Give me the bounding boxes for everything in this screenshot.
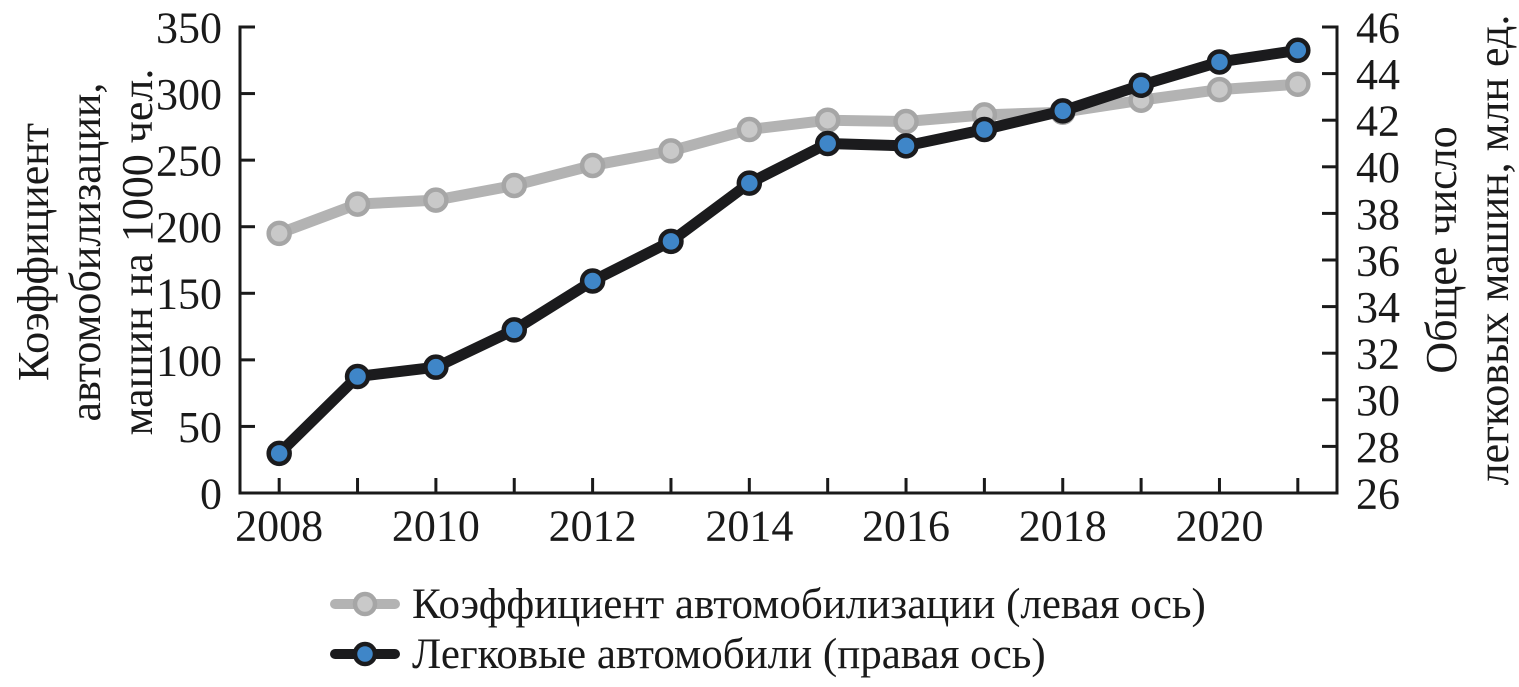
right-axis-tick-label: 38 [1356, 190, 1400, 239]
left-axis-title-line-1: Коэффициент [9, 122, 58, 382]
left-axis-tick-label: 100 [156, 336, 222, 385]
data-point-marker [971, 116, 998, 143]
data-point-marker [736, 170, 763, 196]
right-axis-tick-label: 30 [1356, 376, 1400, 425]
left-axis-tick-label: 150 [156, 270, 222, 319]
left-axis-tick-label: 50 [178, 403, 222, 452]
data-point-marker [423, 354, 449, 380]
right-axis-tick-label: 28 [1356, 423, 1400, 472]
data-point-marker [344, 363, 371, 390]
legend-line-marker-icon [330, 591, 400, 617]
data-point-marker [1050, 98, 1076, 124]
right-axis-title-line-2: легковых машин, млн ед. [1469, 14, 1518, 486]
data-point-marker [1285, 71, 1311, 98]
data-point-marker [814, 107, 841, 133]
right-axis-tick-label: 26 [1356, 469, 1400, 518]
right-axis-title-line-1: Общее число [1417, 126, 1466, 374]
right-axis-tick-label: 44 [1356, 50, 1400, 99]
x-axis-tick-label: 2012 [549, 501, 637, 550]
data-point-marker [501, 317, 527, 343]
data-point-marker [736, 116, 763, 143]
right-axis-tick-label: 46 [1356, 3, 1400, 52]
right-axis-tick-label: 32 [1356, 330, 1400, 379]
data-point-marker [814, 130, 841, 157]
data-point-marker [344, 191, 371, 217]
legend-line-marker-icon [330, 641, 400, 667]
data-point-marker [658, 138, 684, 164]
legend-label: Коэффициент автомобилизации (левая ось) [412, 580, 1206, 628]
right-axis-tick-label: 36 [1356, 236, 1400, 285]
data-point-marker [266, 220, 292, 247]
series-line-0 [273, 78, 1304, 239]
legend-item-motorization-rate: Коэффициент автомобилизации (левая ось) [330, 579, 1206, 629]
right-axis-tick-label: 40 [1356, 143, 1400, 192]
x-axis-tick-label: 2014 [705, 501, 793, 550]
data-point-marker [579, 268, 606, 294]
left-axis-tick-label: 300 [156, 70, 222, 119]
left-axis-tick-label: 0 [200, 469, 222, 518]
data-point-marker [893, 133, 919, 159]
right-axis-tick-label: 34 [1356, 283, 1400, 332]
left-axis-tick-label: 350 [156, 3, 222, 52]
x-axis-tick-label: 2018 [1019, 501, 1107, 550]
data-point-marker [501, 172, 527, 199]
data-point-marker [658, 228, 684, 255]
left-axis-title-line-2: автомобилизации, [61, 82, 110, 422]
left-axis-tick-label: 200 [156, 203, 222, 252]
data-point-marker [1206, 76, 1233, 103]
left-axis-title: Коэффициент автомобилизации, машин на 10… [8, 69, 164, 436]
x-axis-tick-label: 2016 [862, 501, 950, 550]
chart-legend: Коэффициент автомобилизации (левая ось) … [330, 579, 1206, 679]
data-point-marker [423, 187, 449, 213]
left-axis-title-line-3: машин на 1000 чел. [113, 68, 162, 436]
data-point-marker [579, 152, 606, 179]
legend-item-passenger-cars: Легковые автомобили (правая ось) [330, 629, 1206, 679]
data-point-marker [1285, 37, 1311, 64]
x-axis-tick-label: 2020 [1175, 501, 1263, 550]
right-axis-title: Общее число легковых машин, млн ед. [1416, 15, 1519, 486]
x-axis-tick-label: 2008 [235, 501, 323, 550]
left-axis-tick-label: 250 [156, 137, 222, 186]
legend-label: Легковые автомобили (правая ось) [412, 630, 1046, 678]
data-point-marker [1128, 72, 1154, 98]
x-axis-tick-label: 2010 [392, 501, 480, 550]
data-point-marker [893, 108, 919, 135]
data-point-marker [266, 440, 292, 467]
data-point-marker [1206, 49, 1233, 75]
series-line-1 [273, 44, 1304, 459]
right-axis-tick-label: 42 [1356, 97, 1400, 146]
